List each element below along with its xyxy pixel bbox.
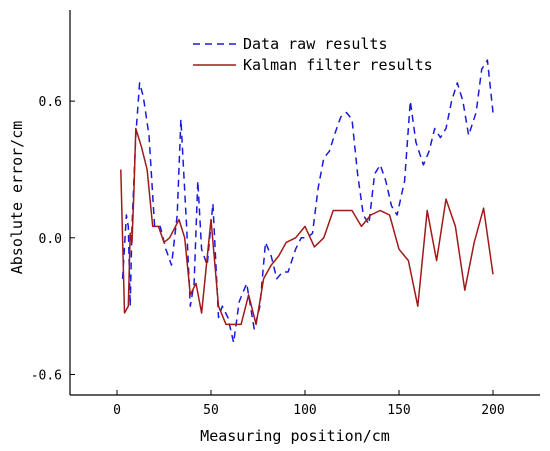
y-ticks: -0.6 0.0 0.6 (31, 95, 75, 383)
y-tick-label: -0.6 (31, 368, 62, 383)
x-tick-label: 50 (203, 403, 219, 418)
x-ticks: 0 50 100 150 200 (113, 390, 505, 418)
legend: Data raw results Kalman filter results (193, 35, 433, 74)
legend-label: Kalman filter results (243, 56, 433, 74)
series-layer (120, 59, 494, 344)
y-tick-label: 0.0 (39, 232, 62, 247)
x-tick-label: 200 (481, 403, 504, 418)
x-tick-label: 100 (293, 403, 316, 418)
legend-label: Data raw results (243, 35, 388, 53)
x-tick-label: 150 (387, 403, 410, 418)
series-line-kalman-filter-results (120, 127, 494, 326)
y-tick-label: 0.6 (39, 95, 62, 110)
y-axis-title: Absolute error/cm (8, 121, 26, 275)
x-tick-label: 0 (113, 403, 121, 418)
x-axis-title: Measuring position/cm (200, 427, 390, 445)
